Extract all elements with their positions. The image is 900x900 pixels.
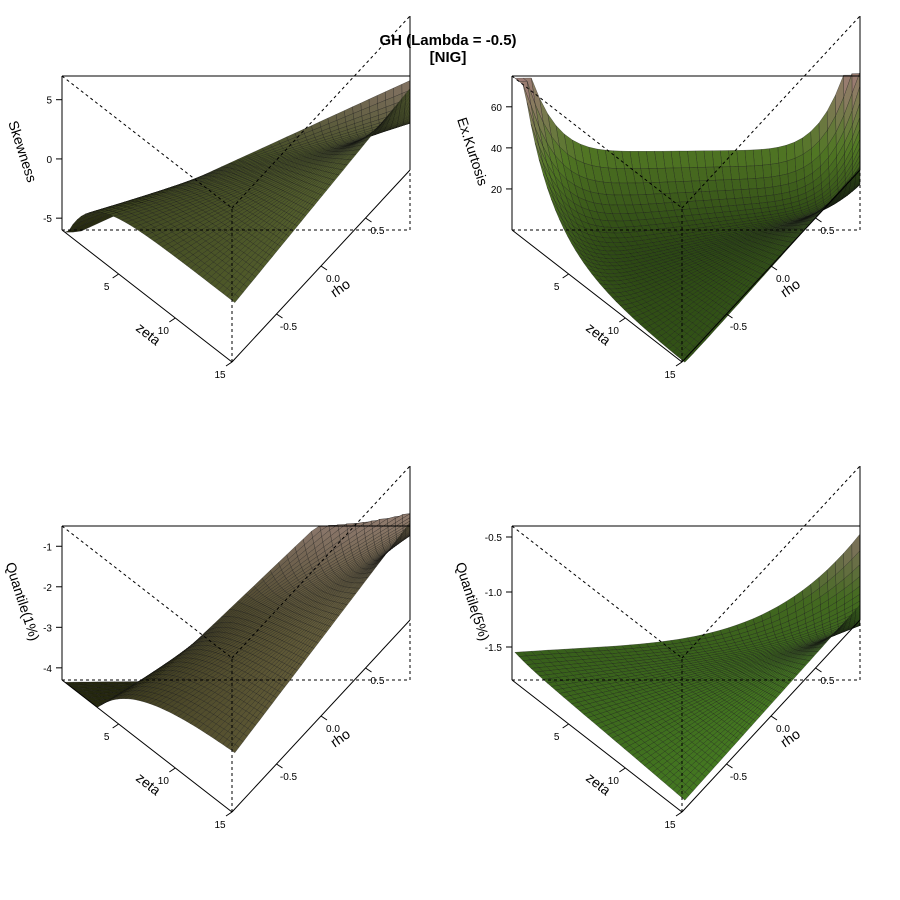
z-tick-label: 40 bbox=[491, 144, 503, 155]
ex-kurtosis-z-label: Ex.Kurtosis bbox=[454, 115, 491, 187]
quantile-1pct-surface bbox=[64, 513, 411, 754]
zeta-tick-label: 5 bbox=[104, 282, 110, 293]
surface-facet bbox=[747, 178, 758, 190]
rho-tick-mark bbox=[770, 265, 778, 271]
surface-facet bbox=[750, 196, 760, 205]
rho-tick-mark bbox=[365, 217, 372, 223]
surface-facet bbox=[764, 186, 774, 197]
z-tick-label: 0 bbox=[46, 155, 52, 166]
zeta-tick-mark bbox=[169, 317, 176, 323]
rho-tick-mark bbox=[815, 217, 822, 223]
zeta-tick-mark bbox=[225, 361, 233, 367]
zeta-tick-mark bbox=[619, 317, 626, 323]
surface-facet bbox=[765, 194, 776, 203]
rho-tick-label: 0.0 bbox=[776, 274, 790, 285]
surface-facet bbox=[762, 164, 772, 178]
surface-facet bbox=[740, 188, 751, 199]
zeta-tick-label: 15 bbox=[214, 370, 226, 381]
surface-facet bbox=[777, 145, 788, 164]
surface-facet bbox=[763, 176, 773, 189]
surface-facet bbox=[754, 165, 764, 179]
panel-quantile-1pct: Quantile(1%) zeta rho 51015-0.50.00.5-4-… bbox=[3, 465, 411, 831]
rho-tick-label: 0.5 bbox=[371, 226, 385, 237]
surface-facet bbox=[744, 149, 755, 167]
surface-facet bbox=[751, 203, 761, 210]
zeta-tick-label: 10 bbox=[608, 326, 620, 337]
surface-facet bbox=[753, 149, 763, 166]
skewness-z-label: Skewness bbox=[5, 119, 40, 185]
figure-subtitle: [NIG] bbox=[430, 49, 467, 66]
surface-facet bbox=[757, 195, 768, 204]
z-tick-label: -5 bbox=[43, 214, 52, 225]
surface-facet bbox=[769, 147, 779, 165]
zeta-tick-mark bbox=[675, 361, 683, 367]
rho-tick-label: 0.0 bbox=[326, 274, 340, 285]
box-edge-top-left bbox=[61, 75, 233, 209]
zeta-tick-mark bbox=[112, 273, 119, 279]
surface-facet bbox=[772, 185, 782, 196]
surface-facet bbox=[771, 175, 781, 188]
zeta-tick-label: 5 bbox=[554, 282, 560, 293]
surface-facet bbox=[778, 160, 788, 176]
surface-facet bbox=[746, 165, 756, 180]
figure-title: GH (Lambda = -0.5) bbox=[379, 32, 516, 49]
surface-facet bbox=[779, 173, 789, 186]
z-tick-label: 60 bbox=[491, 103, 503, 114]
zeta-tick-mark bbox=[562, 273, 569, 279]
panel-ex-kurtosis: Ex.Kurtosis zeta rho 51015-0.50.00.52040… bbox=[454, 15, 861, 381]
rho-tick-mark bbox=[320, 265, 328, 271]
rho-tick-mark bbox=[276, 313, 283, 319]
surface-facet bbox=[738, 166, 748, 180]
surface-facet bbox=[755, 177, 766, 189]
rho-tick-label: 0.5 bbox=[821, 226, 835, 237]
skewness-surface bbox=[64, 80, 411, 303]
z-tick-label: 20 bbox=[491, 185, 503, 196]
zeta-tick-label: 15 bbox=[664, 370, 676, 381]
surface-facet bbox=[743, 203, 754, 211]
surface-facet bbox=[770, 162, 780, 178]
surface-facet bbox=[785, 142, 796, 162]
rho-tick-label: -0.5 bbox=[730, 322, 748, 333]
z-tick-label: 5 bbox=[46, 96, 52, 107]
surface-facet bbox=[756, 187, 767, 197]
surface-facet bbox=[728, 150, 739, 167]
surface-facet bbox=[761, 148, 771, 166]
zeta-tick-label: 10 bbox=[158, 326, 170, 337]
rho-tick-label: -0.5 bbox=[280, 322, 298, 333]
surface-facet bbox=[748, 188, 759, 198]
ex-kurtosis-surface bbox=[514, 72, 861, 363]
